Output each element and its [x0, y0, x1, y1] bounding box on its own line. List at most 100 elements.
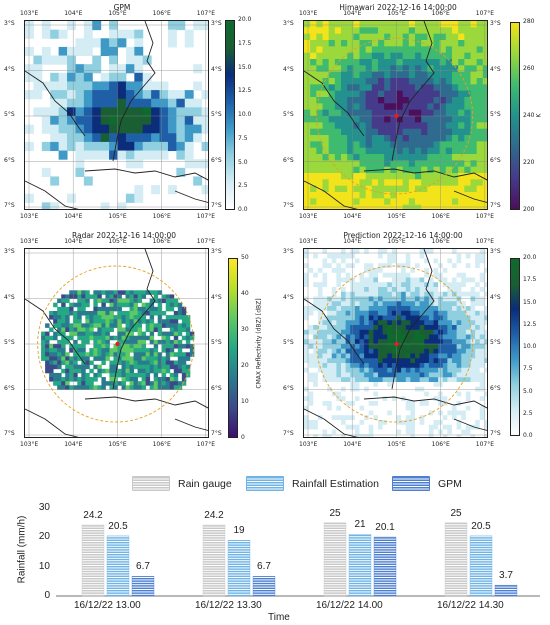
- x-category-label: 16/12/22 14.30: [437, 600, 504, 611]
- rain-pixel: [304, 296, 310, 302]
- map-title: Himawari 2022-12-16 14:00:00: [339, 3, 457, 12]
- rain-pixel: [387, 268, 393, 274]
- rain-pixel: [475, 405, 481, 411]
- map-panel-radar: Radar 2022-12-16 14:00:00 CMAX Reflectiv…: [0, 228, 275, 460]
- bt-pixel: [390, 52, 397, 60]
- rain-pixel: [92, 107, 102, 117]
- rain-pixel: [428, 282, 434, 288]
- bt-pixel: [470, 173, 478, 180]
- bt-pixel: [482, 154, 487, 161]
- bt-pixel: [390, 97, 397, 104]
- lat-tick-label: 3°S: [4, 248, 15, 255]
- bt-pixel: [396, 116, 404, 123]
- rain-pixel: [410, 263, 416, 269]
- bt-pixel: [304, 147, 311, 155]
- rain-pixel: [83, 72, 93, 82]
- rain-pixel: [308, 344, 314, 350]
- rain-pixel: [424, 372, 430, 378]
- bar-2: [373, 536, 397, 597]
- rain-pixel: [373, 296, 379, 302]
- rain-pixel: [304, 272, 310, 278]
- bt-pixel: [427, 21, 434, 28]
- rain-pixel: [479, 268, 485, 274]
- reflectivity-pixel: [81, 372, 86, 378]
- reflectivity-pixel: [101, 360, 106, 366]
- bar-0: [81, 524, 105, 597]
- rain-pixel: [364, 420, 370, 426]
- bt-pixel: [427, 116, 434, 123]
- rain-pixel: [461, 339, 467, 345]
- rain-pixel: [456, 268, 462, 274]
- rain-pixel: [359, 301, 365, 307]
- rain-pixel: [308, 253, 314, 259]
- rain-pixel: [331, 353, 337, 359]
- rain-pixel: [452, 420, 458, 426]
- rain-pixel: [415, 429, 421, 435]
- rain-pixel: [424, 291, 430, 297]
- lat-tick-label: 7°S: [4, 202, 15, 209]
- bt-pixel: [371, 198, 379, 206]
- reflectivity-pixel: [105, 368, 110, 374]
- reflectivity-pixel: [113, 315, 118, 320]
- rain-pixel: [159, 141, 169, 152]
- rain-pixel: [345, 391, 351, 397]
- rain-pixel: [336, 405, 342, 411]
- bt-pixel: [310, 160, 317, 168]
- rain-pixel: [456, 249, 462, 255]
- rain-pixel: [461, 282, 467, 288]
- rain-pixel: [442, 258, 448, 264]
- reflectivity-pixel: [161, 331, 167, 337]
- bt-pixel: [464, 52, 471, 60]
- bt-pixel: [408, 160, 416, 168]
- reflectivity-pixel: [169, 360, 175, 366]
- reflectivity-pixel: [169, 339, 175, 345]
- rain-pixel: [378, 415, 384, 421]
- reflectivity-pixel: [113, 352, 118, 357]
- reflectivity-pixel: [65, 294, 70, 299]
- rain-pixel: [331, 253, 337, 259]
- rain-pixel: [345, 301, 351, 307]
- rain-pixel: [109, 124, 118, 134]
- rain-pixel: [336, 277, 342, 283]
- rain-pixel: [447, 429, 453, 435]
- rain-pixel: [461, 415, 467, 421]
- reflectivity-pixel: [173, 339, 179, 345]
- rain-pixel: [470, 282, 476, 288]
- rain-pixel: [391, 344, 397, 350]
- rain-pixel: [134, 159, 144, 169]
- bt-pixel: [353, 198, 360, 206]
- rain-pixel: [50, 55, 60, 65]
- rain-pixel: [83, 90, 93, 100]
- reflectivity-pixel: [49, 344, 54, 349]
- rain-pixel: [354, 339, 360, 345]
- rain-pixel: [424, 363, 430, 369]
- bt-pixel: [328, 52, 336, 60]
- bt-pixel: [347, 122, 354, 130]
- rain-pixel: [391, 287, 397, 293]
- rain-pixel: [452, 391, 458, 397]
- rain-pixel: [405, 315, 411, 321]
- reflectivity-pixel: [133, 315, 139, 320]
- rain-pixel: [396, 268, 402, 274]
- rain-pixel: [193, 98, 203, 108]
- rain-pixel: [378, 291, 384, 297]
- rain-pixel: [452, 334, 458, 340]
- bt-pixel: [396, 65, 404, 73]
- reflectivity-pixel: [181, 319, 187, 324]
- rain-pixel: [382, 396, 388, 402]
- rain-pixel: [341, 367, 347, 373]
- bt-pixel: [322, 65, 330, 73]
- reflectivity-pixel: [117, 327, 122, 333]
- reflectivity-pixel: [81, 331, 86, 337]
- rain-pixel: [479, 372, 485, 378]
- rain-pixel: [350, 272, 356, 278]
- rain-pixel: [396, 325, 402, 331]
- bt-pixel: [316, 179, 323, 187]
- rain-pixel: [151, 90, 161, 100]
- rain-pixel: [378, 367, 384, 373]
- rain-pixel: [405, 434, 411, 437]
- rain-pixel: [368, 410, 374, 416]
- reflectivity-pixel: [61, 344, 66, 349]
- rain-pixel: [304, 263, 310, 269]
- rain-pixel: [159, 107, 169, 117]
